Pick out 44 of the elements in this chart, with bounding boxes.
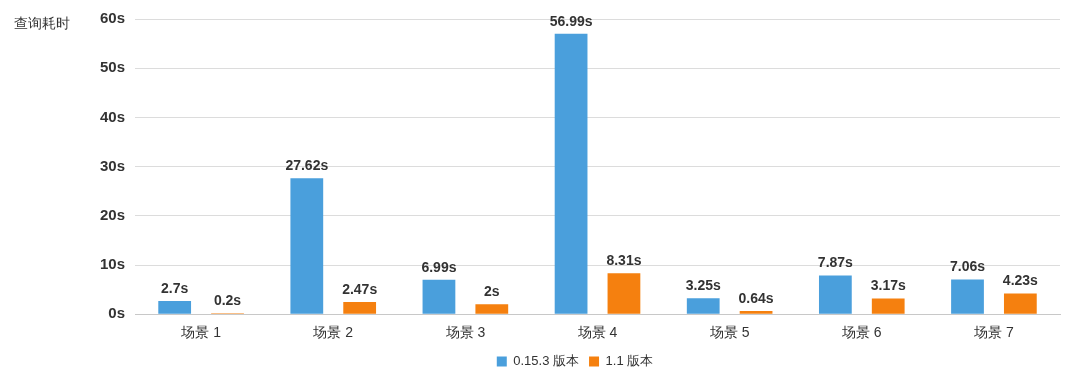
x-tick-label: 场景 4 [576,324,618,341]
y-tick-label: 40s [100,107,126,125]
bar [607,273,641,314]
data-label: 2.7s [161,279,189,296]
data-label: 7.87s [817,254,854,271]
bar [290,178,324,314]
bar [1003,293,1037,314]
data-label: 3.17s [870,277,906,294]
y-tick-label: 50s [100,58,126,76]
bar [951,279,984,314]
bar [422,279,456,314]
bar [343,302,377,314]
legend-label: 0.15.3 版本 [513,353,580,369]
y-tick-label: 30s [100,156,126,174]
x-tick-label: 场景 1 [180,324,222,341]
x-tick-label: 场景 5 [708,324,750,341]
bar [739,311,773,314]
y-tick-label: 60s [100,9,126,27]
x-tick-label: 场景 7 [973,324,1014,341]
y-axis-title: 查询耗时 [14,14,70,31]
data-label: 4.23s [1002,272,1039,289]
bar [158,300,192,314]
legend-label: 1.1 版本 [605,353,654,369]
data-label: 56.99s [549,12,593,29]
bar [554,33,588,314]
bar [818,275,852,314]
data-label: 27.62s [285,157,329,174]
data-label: 2s [484,283,500,300]
bar [871,298,905,314]
x-tick-label: 场景 6 [840,324,882,341]
y-tick-label: 20s [100,205,126,223]
data-label: 7.06s [949,258,986,275]
data-label: 0.64s [738,289,774,306]
bar [475,304,509,314]
data-label: 0.2s [213,292,242,309]
x-tick-label: 场景 2 [312,324,354,341]
data-label: 3.25s [685,277,721,294]
bar [686,298,720,314]
data-label: 8.31s [606,252,642,269]
data-label: 2.47s [342,280,378,297]
data-label: 6.99s [421,258,457,275]
y-tick-label: 10s [100,255,126,273]
y-tick-label: 0s [108,304,126,322]
x-tick-label: 场景 3 [444,324,486,341]
